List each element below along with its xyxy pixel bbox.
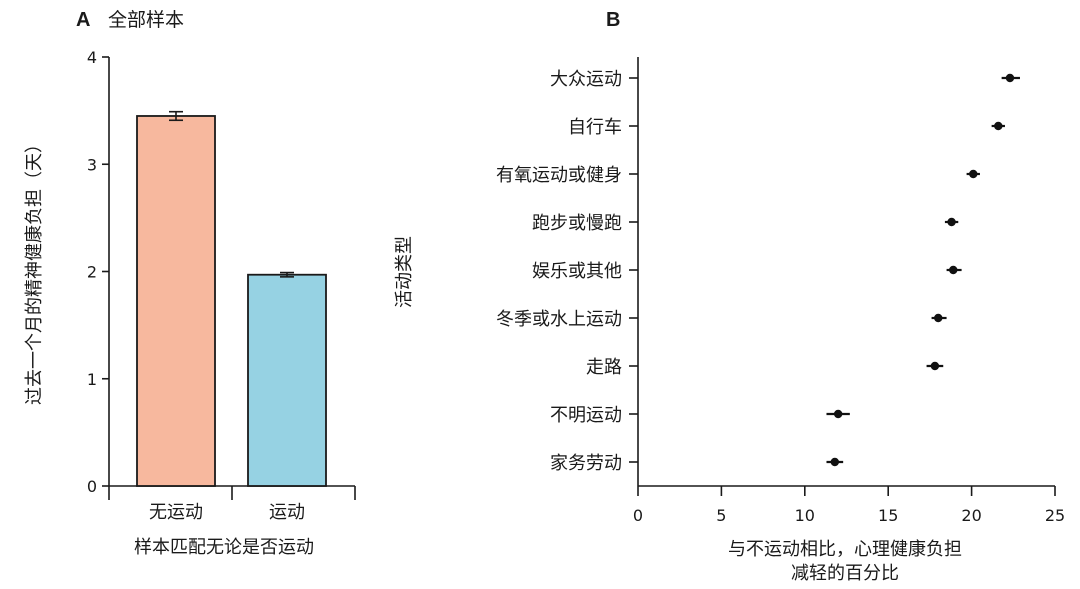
panel-b-axes: [637, 57, 1055, 487]
panel-b-y-axis-label: 活动类型: [394, 236, 415, 308]
panel-b-point: [934, 313, 943, 323]
panel-a-y-tick-label: 4: [87, 48, 97, 67]
panel-b-category-label: 娱乐或其他: [532, 261, 622, 282]
panel-a-bars: [136, 110, 327, 487]
panel-b-point: [930, 361, 940, 371]
panel-b-categories: 大众运动自行车有氧运动或健身跑步或慢跑娱乐或其他冬季或水上运动走路不明运动家务劳…: [496, 69, 638, 474]
panel-a-x-axis-label: 样本匹配无论是否运动: [134, 537, 314, 558]
panel-b-letter: B: [606, 9, 620, 31]
panel-b-x-tick-label: 25: [1045, 506, 1065, 525]
panel-a-y-tick-label: 2: [87, 263, 97, 282]
panel-b-category-label: 自行车: [568, 117, 622, 138]
panel-b-category-label: 家务劳动: [550, 453, 622, 474]
panel-a-y-tick-label: 1: [87, 370, 97, 389]
panel-b-x-axis-label-line1: 与不运动相比，心理健康负担: [728, 539, 962, 560]
panel-b-x-tick-label: 10: [795, 506, 815, 525]
panel-a-letter: A: [76, 9, 90, 31]
panel-a-y-axis-label: 过去一个月的精神健康负担（天）: [24, 135, 45, 405]
panel-a-x-categories: 无运动 运动: [108, 486, 356, 523]
panel-b-category-label: 走路: [586, 357, 622, 378]
panel-b-category-label: 冬季或水上运动: [496, 309, 622, 330]
panel-b-point: [1005, 73, 1015, 83]
panel-b-category-label: 不明运动: [550, 405, 622, 426]
panel-b-point: [969, 169, 978, 179]
panel-b-category-label: 跑步或慢跑: [532, 213, 622, 234]
panel-b-category-label: 大众运动: [550, 69, 622, 90]
panel-b-point: [947, 217, 956, 227]
panel-b-point: [830, 457, 840, 467]
panel-b-category-label: 有氧运动或健身: [496, 165, 622, 186]
panel-a-bar: [247, 273, 327, 487]
panel-b-x-ticks: 0 5 10 15 20 25: [633, 486, 1065, 525]
panel-b-point: [949, 265, 958, 275]
panel-a-y-ticks: 0 1 2 3 4: [87, 48, 109, 496]
panel-b-x-tick-label: 20: [961, 506, 981, 525]
panel-b-x-axis-label-line2: 减轻的百分比: [791, 563, 899, 584]
panel-b-point: [833, 409, 843, 419]
panel-a-y-tick-label: 3: [87, 155, 97, 174]
panel-a-x-category-label: 运动: [269, 502, 305, 523]
panel-b-x-tick-label: 0: [633, 506, 643, 525]
panel-b-x-tick-label: 5: [716, 506, 726, 525]
panel-a-title: 全部样本: [108, 9, 184, 31]
panel-b-x-tick-label: 15: [878, 506, 898, 525]
panel-b-point: [994, 121, 1003, 131]
panel-b-points: [826, 73, 1020, 467]
panel-a-bar: [136, 115, 216, 487]
panel-a-y-tick-label: 0: [87, 477, 97, 496]
panel-a-x-category-label: 无运动: [149, 502, 203, 523]
